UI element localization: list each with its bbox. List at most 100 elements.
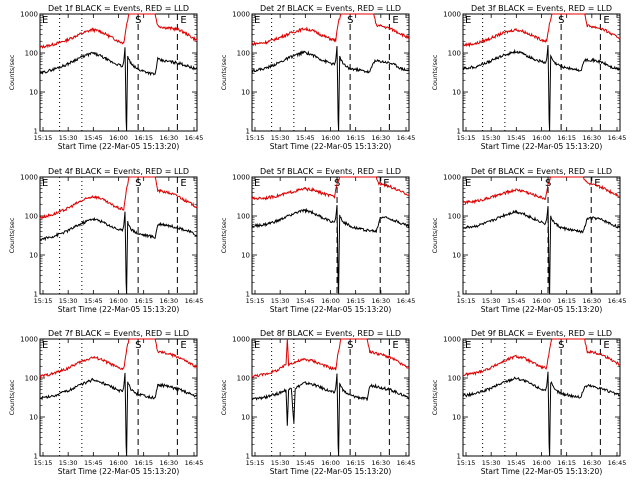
end-marker-label: E	[594, 178, 600, 189]
start-marker-label: S	[347, 15, 353, 26]
x-tick-label: 15:30	[271, 134, 290, 142]
events-series-line	[462, 205, 621, 295]
panel-title: Det 9f BLACK = Events, RED = LLD	[471, 329, 612, 338]
events-series-line	[251, 373, 410, 457]
lld-series-line	[251, 13, 410, 47]
detector-panel-1: Det 1f BLACK = Events, RED = LLD 15:15 15:…	[8, 4, 203, 151]
x-tick-label: 15:15	[34, 459, 53, 467]
start-marker-label: S	[558, 340, 564, 351]
x-tick-label: 16:45	[608, 134, 627, 142]
x-tick-label: 16:00	[532, 134, 551, 142]
end-marker-label: E	[254, 15, 260, 26]
lld-series-line	[462, 176, 621, 206]
panel-title: Det 4f BLACK = Events, RED = LLD	[48, 167, 189, 176]
x-tick-label: 15:15	[34, 297, 53, 305]
start-marker-label: S	[347, 340, 353, 351]
x-tick-label: 15:15	[457, 134, 476, 142]
x-tick-label: 16:30	[159, 134, 178, 142]
x-tick-label: 15:30	[271, 459, 290, 467]
lld-series-line	[462, 338, 621, 377]
x-tick-label: 15:45	[84, 459, 103, 467]
x-tick-label: 16:00	[532, 459, 551, 467]
end-marker-label: E	[254, 340, 260, 351]
x-tick-label: 16:15	[134, 459, 153, 467]
y-axis-label: Counts/sec	[8, 217, 16, 253]
y-axis-label: Counts/sec	[8, 379, 16, 415]
x-tick-label: 16:45	[185, 297, 204, 305]
y-tick-label: 100	[237, 50, 250, 58]
panel-title: Det 5f BLACK = Events, RED = LLD	[260, 167, 401, 176]
x-axis-label: Start Time (22-Mar-05 15:13:20)	[481, 467, 603, 476]
x-tick-label: 15:15	[457, 297, 476, 305]
detector-panel-2: Det 2f BLACK = Events, RED = LLD 15:15 15:…	[220, 4, 415, 151]
x-tick-label: 16:00	[109, 134, 128, 142]
y-axis-label: Counts/sec	[220, 54, 228, 90]
x-tick-label: 16:15	[557, 297, 576, 305]
end-marker-label: E	[180, 340, 186, 351]
x-tick-label: 16:30	[582, 459, 601, 467]
x-tick-label: 15:45	[507, 297, 526, 305]
x-axis-label: Start Time (22-Mar-05 15:13:20)	[58, 467, 180, 476]
y-tick-label: 1000	[232, 336, 250, 344]
detector-panel-9: Det 9f BLACK = Events, RED = LLD 15:15 15:…	[431, 329, 626, 476]
y-tick-label: 1000	[232, 11, 250, 19]
x-tick-label: 16:15	[134, 297, 153, 305]
plot-frame	[39, 13, 198, 132]
x-tick-label: 15:15	[246, 134, 265, 142]
x-tick-label: 16:15	[134, 134, 153, 142]
x-tick-label: 15:30	[482, 134, 501, 142]
y-tick-label: 100	[448, 50, 461, 58]
events-series-line	[39, 372, 198, 457]
lld-series-line	[39, 13, 198, 50]
y-tick-label: 10	[241, 89, 250, 97]
detector-panel-8: Det 8f BLACK = Events, RED = LLD 15:15 15:…	[220, 329, 415, 476]
x-tick-label: 15:15	[246, 459, 265, 467]
events-series-line	[462, 44, 621, 132]
y-tick-label: 10	[452, 414, 461, 422]
lld-series-line	[251, 176, 410, 201]
events-series-line	[251, 205, 410, 295]
end-marker-label: E	[42, 15, 48, 26]
plot-frame	[462, 176, 621, 295]
end-marker-label: E	[465, 340, 471, 351]
y-tick-label: 1	[457, 453, 461, 461]
x-axis-label: Start Time (22-Mar-05 15:13:20)	[270, 142, 392, 151]
x-axis-label: Start Time (22-Mar-05 15:13:20)	[58, 305, 180, 314]
x-tick-label: 16:45	[397, 297, 416, 305]
end-marker-label: E	[392, 340, 398, 351]
x-tick-label: 16:00	[109, 459, 128, 467]
panel-title: Det 6f BLACK = Events, RED = LLD	[471, 167, 612, 176]
x-tick-label: 16:15	[557, 134, 576, 142]
end-marker-label: E	[42, 340, 48, 351]
end-marker-label: E	[180, 178, 186, 189]
y-axis-label: Counts/sec	[8, 54, 16, 90]
y-tick-label: 1	[457, 128, 461, 136]
y-tick-label: 10	[29, 89, 38, 97]
x-tick-label: 15:15	[34, 134, 53, 142]
end-marker-label: E	[603, 340, 609, 351]
y-axis-label: Counts/sec	[220, 379, 228, 415]
plot-frame	[39, 338, 198, 457]
y-tick-label: 10	[29, 414, 38, 422]
x-tick-label: 16:00	[109, 297, 128, 305]
end-marker-label: E	[254, 178, 260, 189]
events-series-line	[39, 211, 198, 295]
x-axis-label: Start Time (22-Mar-05 15:13:20)	[58, 142, 180, 151]
y-tick-label: 1	[34, 453, 38, 461]
x-tick-label: 15:30	[271, 297, 290, 305]
x-tick-label: 15:45	[507, 459, 526, 467]
x-tick-label: 16:45	[608, 297, 627, 305]
end-marker-label: E	[42, 178, 48, 189]
x-tick-label: 16:00	[532, 297, 551, 305]
x-tick-label: 16:30	[371, 297, 390, 305]
x-tick-label: 15:30	[482, 297, 501, 305]
x-tick-label: 16:00	[321, 459, 340, 467]
x-tick-label: 16:15	[346, 459, 365, 467]
x-tick-label: 16:45	[185, 134, 204, 142]
end-marker-label: E	[465, 178, 471, 189]
y-tick-label: 100	[25, 50, 38, 58]
y-tick-label: 1000	[232, 174, 250, 182]
y-tick-label: 10	[452, 252, 461, 260]
x-tick-label: 16:30	[371, 134, 390, 142]
